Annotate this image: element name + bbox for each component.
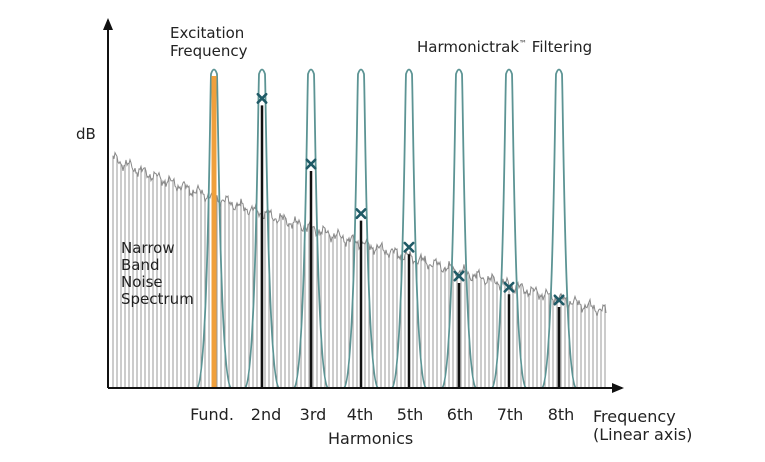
filter-passband-8 [541,68,577,389]
x-axis-label-line1: Frequency [593,407,676,426]
excitation-label-line1: Excitation [170,24,245,42]
marker-stroke [453,270,465,282]
x-axis-label-line2: (Linear axis) [593,425,693,444]
filtering-name: Harmonictrak [417,38,520,56]
tick-label-7th: 7th [496,405,524,424]
tick-label-8th: 8th [547,405,575,424]
harmonic-lines [211,76,565,388]
filter-passband-3 [293,68,329,389]
marker-stroke [553,294,565,306]
excitation-frequency-label: Excitation Frequency [170,24,248,60]
filtering-label: Harmonictrak™ Filtering [417,38,592,56]
harmonic-marker-8 [553,294,565,306]
harmonics-group-label: Harmonics [328,429,414,448]
filter-passband-4 [343,68,379,389]
marker-stroke [403,241,415,253]
harmonic-marker-3 [305,158,317,170]
harmonic-marker-4 [355,208,367,220]
noise-spectrum-label: Narrow Band Noise Spectrum [121,240,194,308]
noise-label-line4: Spectrum [121,290,194,308]
harmonic-marker-6 [453,270,465,282]
y-axis-label: dB [76,125,96,143]
noise-envelope [112,151,607,317]
filter-passband-2 [244,68,280,389]
marker-stroke [305,158,317,170]
noise-label-line3: Noise [121,273,163,291]
filtering-suffix: Filtering [527,38,593,56]
noise-label-line2: Band [121,256,160,274]
tick-label-4th: 4th [346,405,374,424]
harmonic-marker-2 [256,92,268,104]
filter-passband-7 [491,68,527,389]
filter-passbands [196,68,577,389]
marker-stroke [503,281,515,293]
tick-label-2nd: 2nd [250,405,282,424]
filter-passband-6 [441,68,477,389]
excitation-label-line2: Frequency [170,42,248,60]
marker-stroke [355,208,367,220]
x-axis-label: Frequency (Linear axis) [593,408,692,444]
tick-label-fundamental: Fund. [190,405,234,424]
tick-label-5th: 5th [396,405,424,424]
filter-passband-5 [391,68,427,389]
tick-label-6th: 6th [446,405,474,424]
noise-label-line1: Narrow [121,239,175,257]
harmonic-marker-7 [503,281,515,293]
tick-label-3rd: 3rd [299,405,327,424]
filter-passband-1 [196,68,232,389]
harmonic-marker-5 [403,241,415,253]
marker-stroke [256,92,268,104]
trademark-mark: ™ [519,39,528,48]
